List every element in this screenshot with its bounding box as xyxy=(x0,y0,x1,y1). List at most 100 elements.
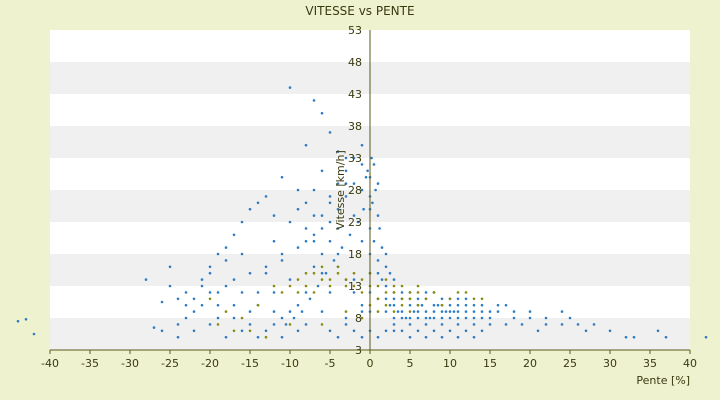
data-point-blue xyxy=(192,310,196,313)
data-point-olive xyxy=(312,291,316,294)
data-point-blue xyxy=(448,310,452,313)
data-point-blue xyxy=(372,239,376,243)
data-point-blue xyxy=(560,310,564,313)
data-point-olive xyxy=(280,291,284,294)
x-tick-label: -15 xyxy=(241,357,259,370)
data-point-blue xyxy=(224,246,228,249)
y-tick-label: 43 xyxy=(348,88,362,101)
data-point-blue xyxy=(544,323,548,326)
data-point-blue xyxy=(560,323,564,326)
data-point-olive xyxy=(344,310,348,313)
data-point-olive xyxy=(352,271,356,275)
data-point-olive xyxy=(384,291,388,294)
data-point-blue xyxy=(336,150,340,153)
data-point-blue xyxy=(200,303,204,307)
data-point-olive xyxy=(336,265,340,269)
data-point-blue xyxy=(312,265,316,269)
data-point-blue xyxy=(304,227,308,230)
data-point-olive xyxy=(472,297,476,301)
data-point-olive xyxy=(328,284,332,288)
data-point-olive xyxy=(384,278,388,281)
data-point-blue xyxy=(456,303,460,307)
data-point-olive xyxy=(360,291,364,294)
data-point-blue xyxy=(264,271,268,275)
data-point-blue xyxy=(432,303,436,307)
data-point-blue xyxy=(216,316,220,320)
x-tick-label: -5 xyxy=(325,357,336,370)
data-point-blue xyxy=(288,86,292,89)
data-point-blue xyxy=(144,278,148,281)
data-point-blue xyxy=(472,303,476,307)
data-point-blue xyxy=(224,284,228,288)
data-point-blue xyxy=(424,310,428,313)
data-point-blue xyxy=(704,335,708,339)
data-point-blue xyxy=(392,316,396,320)
data-point-olive xyxy=(248,329,252,333)
data-point-blue xyxy=(488,316,492,320)
data-point-blue xyxy=(464,297,468,301)
data-point-blue xyxy=(624,335,628,339)
data-point-olive xyxy=(376,310,380,313)
y-tick-label: 53 xyxy=(348,24,362,37)
data-point-blue xyxy=(396,310,400,313)
data-point-olive xyxy=(400,284,404,288)
data-point-olive xyxy=(320,265,324,269)
data-point-blue xyxy=(392,303,396,307)
data-point-blue xyxy=(352,214,356,217)
data-point-blue xyxy=(392,278,396,281)
data-point-blue xyxy=(264,265,268,269)
data-point-blue xyxy=(428,316,432,320)
data-point-blue xyxy=(288,310,292,313)
data-point-blue xyxy=(480,329,484,333)
data-point-blue xyxy=(216,303,220,307)
data-point-olive xyxy=(464,291,468,294)
data-point-blue xyxy=(370,156,373,160)
data-point-blue xyxy=(272,310,276,313)
data-point-blue xyxy=(208,271,212,275)
data-point-blue xyxy=(184,291,188,294)
data-point-blue xyxy=(424,291,428,294)
x-axis-label: Pente [%] xyxy=(636,374,690,387)
data-point-olive xyxy=(480,297,484,301)
data-point-blue xyxy=(328,329,332,333)
y-tick-label: 48 xyxy=(348,56,362,69)
data-point-blue xyxy=(176,323,180,326)
data-point-blue xyxy=(400,329,404,333)
data-point-blue xyxy=(248,310,252,313)
data-point-blue xyxy=(224,259,228,262)
data-point-blue xyxy=(344,323,348,326)
data-point-blue xyxy=(412,310,416,313)
data-point-blue xyxy=(312,99,316,102)
data-point-blue xyxy=(456,310,460,313)
data-point-blue xyxy=(496,303,500,307)
x-tick-label: 10 xyxy=(443,357,457,370)
data-point-blue xyxy=(168,265,172,269)
data-point-blue xyxy=(416,329,420,333)
data-point-olive xyxy=(312,271,316,275)
data-point-blue xyxy=(256,335,260,339)
x-tick-labels: -40 -35 -30 -25 -20 -15 -10 -5 0 5 10 15 20 25 30 35 40 xyxy=(41,350,697,370)
data-point-olive xyxy=(232,329,236,333)
data-point-blue xyxy=(400,316,404,320)
data-point-blue xyxy=(568,316,572,320)
data-point-blue xyxy=(424,323,428,326)
data-point-olive xyxy=(456,291,460,294)
data-point-blue xyxy=(420,303,424,307)
data-point-blue xyxy=(432,329,436,333)
data-point-blue xyxy=(304,143,308,147)
data-point-blue xyxy=(176,297,180,301)
data-point-blue xyxy=(304,323,308,326)
data-point-blue xyxy=(280,335,284,339)
data-point-blue xyxy=(272,239,276,243)
data-point-blue xyxy=(152,326,156,329)
data-point-blue xyxy=(208,323,212,326)
data-point-blue xyxy=(312,239,316,243)
data-point-blue xyxy=(320,214,324,217)
data-point-olive xyxy=(216,323,220,326)
data-point-blue xyxy=(328,131,332,134)
y-tick-label: 33 xyxy=(348,152,362,165)
data-point-blue xyxy=(160,329,164,333)
data-point-olive xyxy=(408,297,412,301)
